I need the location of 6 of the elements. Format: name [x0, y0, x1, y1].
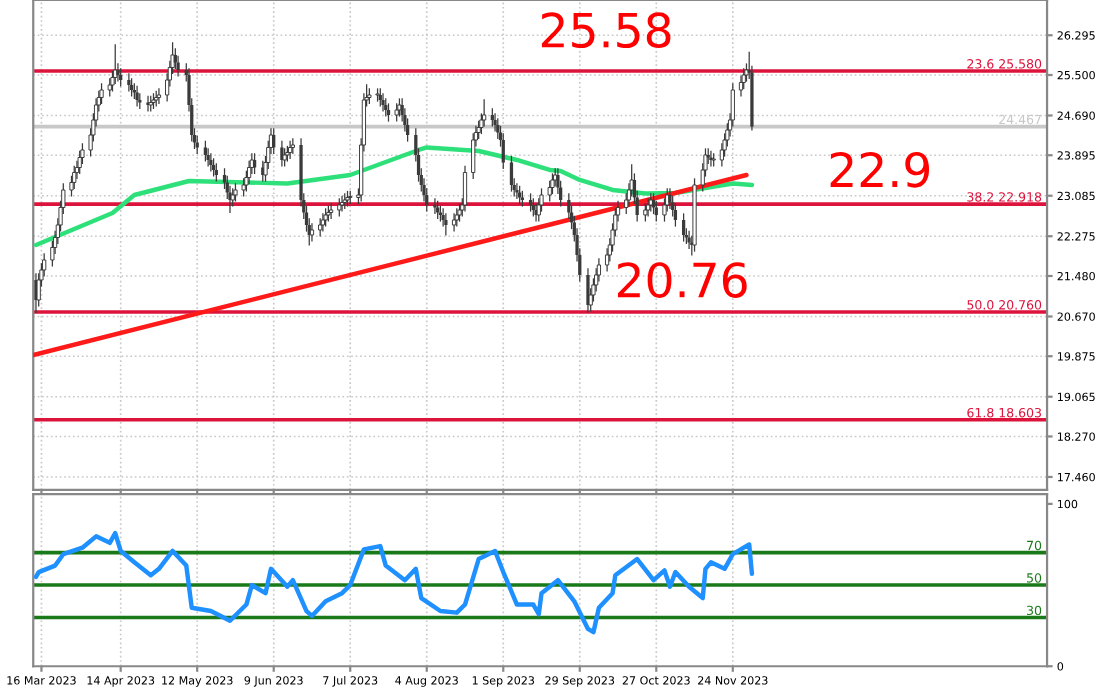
annotation: 25.58: [541, 12, 671, 48]
annotation: 22.9: [830, 151, 930, 188]
candlestick: [509, 155, 514, 192]
annotation: 20.76: [617, 262, 747, 298]
line-series: [33, 530, 755, 635]
candlestick: [482, 99, 487, 127]
